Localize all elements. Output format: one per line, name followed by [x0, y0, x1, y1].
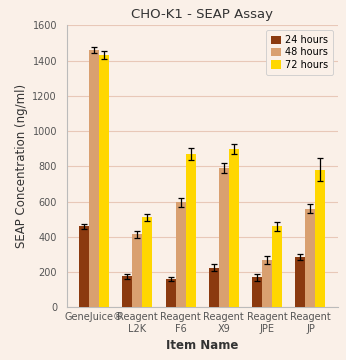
Bar: [89, 50, 99, 307]
Bar: [272, 226, 282, 307]
Bar: [306, 208, 316, 307]
Bar: [262, 260, 272, 307]
Bar: [219, 168, 229, 307]
Bar: [176, 202, 185, 307]
Bar: [132, 234, 142, 307]
Bar: [142, 217, 152, 307]
X-axis label: Item Name: Item Name: [166, 339, 238, 352]
Title: CHO-K1 - SEAP Assay: CHO-K1 - SEAP Assay: [131, 8, 273, 21]
Bar: [252, 277, 262, 307]
Bar: [209, 267, 219, 307]
Bar: [185, 154, 195, 307]
Bar: [122, 276, 132, 307]
Bar: [99, 55, 109, 307]
Bar: [316, 170, 325, 307]
Y-axis label: SEAP Concentration (ng/ml): SEAP Concentration (ng/ml): [15, 84, 28, 248]
Bar: [166, 279, 176, 307]
Bar: [295, 257, 306, 307]
Bar: [79, 226, 89, 307]
Bar: [229, 149, 239, 307]
Legend: 24 hours, 48 hours, 72 hours: 24 hours, 48 hours, 72 hours: [266, 30, 333, 75]
